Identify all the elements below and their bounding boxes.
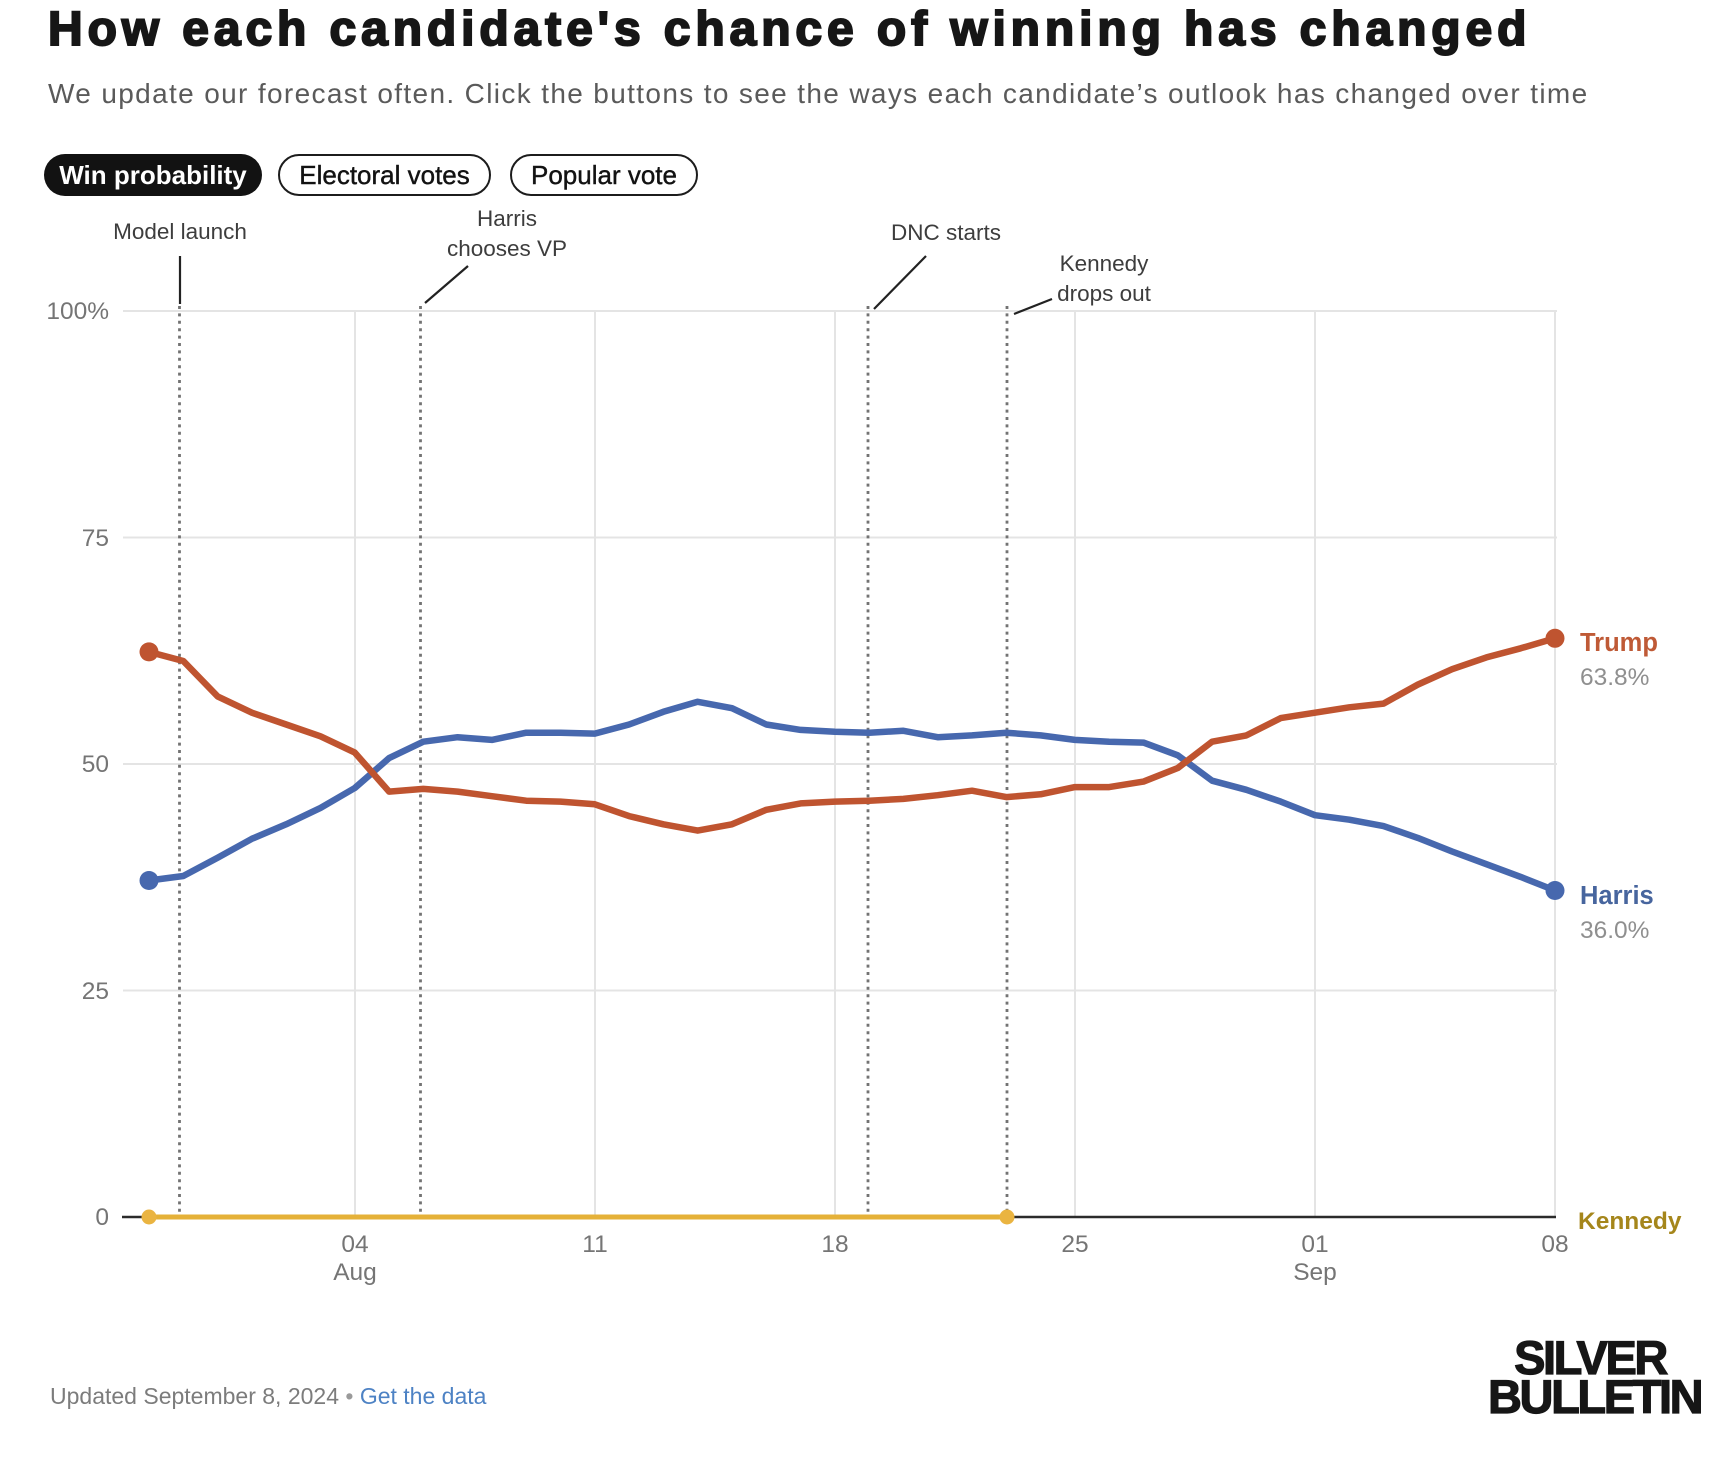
svg-text:25: 25 bbox=[82, 978, 109, 1005]
svg-text:50: 50 bbox=[82, 751, 109, 778]
svg-text:DNC starts: DNC starts bbox=[891, 220, 1001, 245]
svg-text:Aug: Aug bbox=[333, 1259, 377, 1286]
svg-text:Harris: Harris bbox=[1580, 882, 1654, 910]
svg-text:Kennedy: Kennedy bbox=[1578, 1208, 1682, 1235]
svg-text:Harris: Harris bbox=[477, 206, 537, 231]
svg-text:08: 08 bbox=[1541, 1231, 1568, 1258]
svg-text:drops out: drops out bbox=[1057, 281, 1152, 306]
svg-text:25: 25 bbox=[1061, 1231, 1088, 1258]
svg-text:Sep: Sep bbox=[1293, 1259, 1337, 1286]
svg-text:75: 75 bbox=[82, 525, 109, 552]
svg-text:100%: 100% bbox=[46, 298, 109, 325]
svg-text:Model launch: Model launch bbox=[113, 219, 247, 244]
svg-text:0: 0 bbox=[95, 1204, 109, 1231]
svg-text:04: 04 bbox=[341, 1231, 368, 1258]
svg-text:36.0%: 36.0% bbox=[1580, 917, 1649, 944]
svg-text:01: 01 bbox=[1301, 1231, 1328, 1258]
svg-text:18: 18 bbox=[821, 1231, 848, 1258]
svg-text:63.8%: 63.8% bbox=[1580, 664, 1649, 691]
svg-text:chooses VP: chooses VP bbox=[447, 236, 567, 261]
svg-text:11: 11 bbox=[582, 1231, 607, 1258]
svg-text:Trump: Trump bbox=[1580, 629, 1658, 657]
svg-text:Kennedy: Kennedy bbox=[1060, 251, 1150, 276]
